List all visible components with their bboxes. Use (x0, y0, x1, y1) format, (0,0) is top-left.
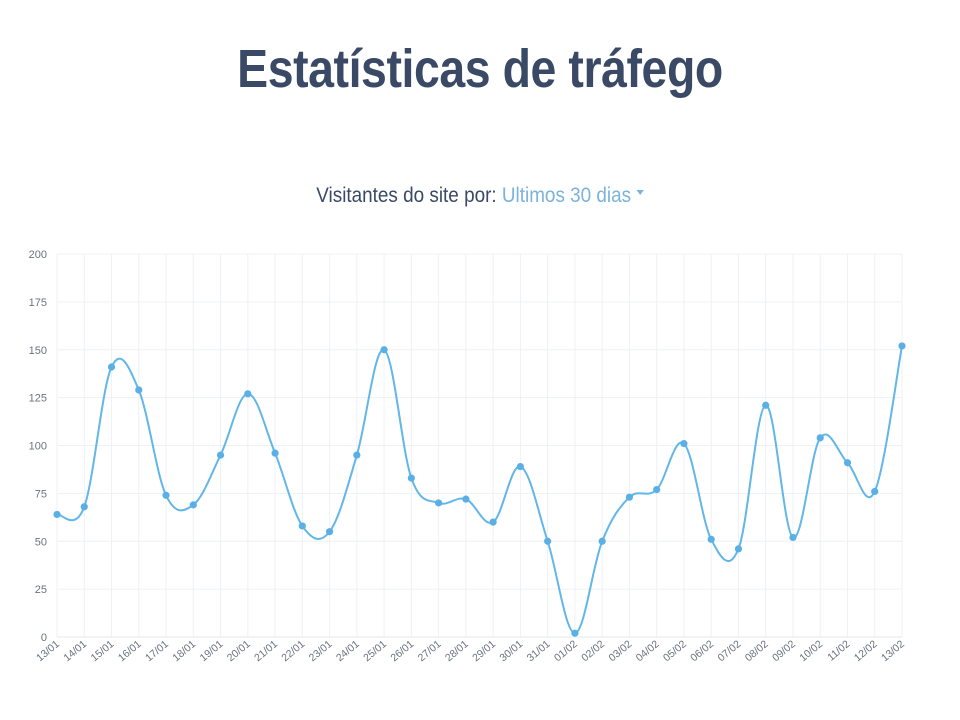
x-tick-label: 13/01 (34, 638, 62, 664)
x-tick-label: 01/02 (552, 638, 580, 664)
x-tick-label: 11/02 (825, 638, 852, 664)
y-axis-ticks: 0 25 50 75 100 125 150 175 200 (29, 249, 47, 644)
data-point[interactable] (571, 629, 579, 637)
x-axis-ticks: 13/01 14/01 15/01 16/01 17/01 18/01 19/01 20/01… (34, 638, 907, 664)
x-tick-label: 20/01 (225, 638, 253, 664)
x-tick-label: 22/01 (279, 638, 307, 664)
x-tick-label: 17/01 (143, 638, 171, 664)
x-tick-label: 18/01 (170, 638, 198, 664)
y-tick-label: 50 (35, 536, 47, 548)
data-point[interactable] (816, 434, 824, 442)
x-tick-label: 12/02 (852, 638, 880, 664)
series-line (56, 345, 903, 635)
data-point[interactable] (680, 439, 688, 448)
x-tick-label: 08/02 (743, 638, 771, 664)
data-point[interactable] (598, 537, 606, 545)
x-tick-label: 03/02 (607, 638, 635, 664)
data-point[interactable] (544, 537, 552, 545)
x-tick-label: 21/01 (252, 638, 280, 664)
data-point[interactable] (325, 528, 334, 536)
x-tick-label: 14/01 (61, 638, 89, 664)
x-tick-label: 07/02 (716, 638, 744, 664)
data-point[interactable] (298, 522, 306, 530)
x-tick-label: 09/02 (770, 638, 798, 664)
x-tick-label: 10/02 (797, 638, 825, 664)
y-tick-label: 200 (29, 249, 47, 261)
data-point[interactable] (216, 451, 225, 459)
range-dropdown[interactable]: Ultimos 30 dias (502, 184, 644, 207)
data-point[interactable] (107, 363, 116, 371)
x-tick-label: 31/01 (525, 638, 553, 664)
range-dropdown-label[interactable]: Ultimos 30 dias (501, 184, 632, 207)
x-tick-label: 15/01 (89, 638, 117, 664)
data-point[interactable] (898, 342, 906, 350)
x-tick-label: 16/01 (116, 638, 144, 664)
data-point[interactable] (707, 535, 715, 543)
y-tick-label: 0 (41, 632, 47, 644)
x-tick-label: 23/01 (307, 638, 335, 664)
data-point[interactable] (189, 501, 197, 509)
series-group (53, 342, 906, 637)
data-point[interactable] (271, 449, 279, 457)
x-tick-label: 30/01 (497, 638, 525, 664)
y-tick-label: 125 (29, 393, 47, 405)
page-title: Estatísticas de tráfego (237, 39, 723, 99)
data-point[interactable] (80, 503, 88, 511)
y-tick-label: 100 (29, 441, 47, 453)
x-tick-label: 26/01 (388, 638, 416, 664)
x-tick-label: 25/01 (361, 638, 389, 664)
x-tick-label: 27/01 (416, 638, 444, 664)
caret-down-icon[interactable] (636, 189, 644, 195)
x-tick-label: 13/02 (879, 638, 907, 664)
data-point[interactable] (762, 401, 770, 409)
y-tick-label: 150 (29, 345, 47, 357)
data-point[interactable] (734, 545, 743, 553)
data-point[interactable] (407, 474, 415, 482)
y-tick-label: 75 (35, 488, 47, 500)
data-point[interactable] (625, 493, 634, 501)
x-tick-label: 05/02 (661, 638, 689, 664)
data-point[interactable] (653, 485, 661, 494)
data-point[interactable] (244, 390, 252, 398)
x-tick-label: 04/02 (634, 638, 662, 664)
x-tick-label: 19/01 (198, 638, 226, 664)
x-tick-label: 28/01 (443, 638, 471, 664)
x-tick-label: 02/02 (579, 638, 607, 664)
y-tick-label: 25 (35, 584, 47, 596)
chart-grid (56, 253, 903, 638)
data-point[interactable] (162, 491, 170, 499)
x-tick-label: 06/02 (688, 638, 716, 664)
data-point[interactable] (489, 518, 497, 526)
x-tick-label: 29/01 (470, 638, 498, 664)
data-point[interactable] (53, 510, 61, 519)
data-point[interactable] (516, 462, 524, 471)
data-point[interactable] (462, 495, 470, 503)
data-point[interactable] (380, 346, 388, 354)
data-point[interactable] (789, 533, 797, 542)
data-point[interactable] (353, 451, 361, 459)
data-point[interactable] (135, 386, 143, 394)
range-prefix-label: Visitantes do site por: (316, 184, 502, 207)
data-point[interactable] (435, 499, 443, 507)
x-tick-label: 24/01 (334, 638, 362, 664)
data-point[interactable] (843, 459, 852, 467)
range-selector-row: Visitantes do site por: Ultimos 30 dias (48, 184, 912, 208)
data-point[interactable] (871, 487, 879, 496)
y-tick-label: 175 (29, 297, 47, 309)
